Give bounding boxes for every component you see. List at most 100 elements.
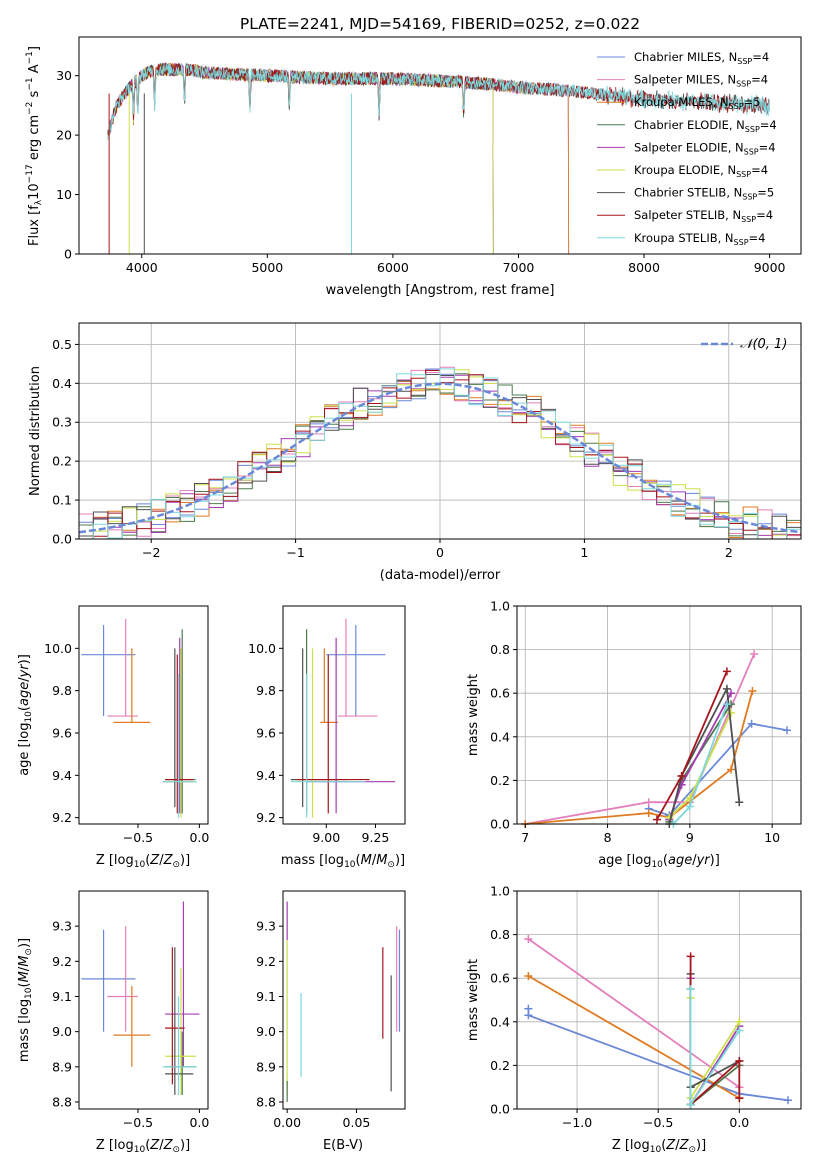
x-tick-label: −0.5 — [643, 1115, 673, 1130]
spectrum-lines — [107, 61, 770, 254]
y-tick-label: 0.2 — [490, 773, 510, 788]
series-point — [735, 798, 744, 807]
y-tick-label: 8.9 — [256, 1059, 276, 1074]
x-tick-label: 4000 — [126, 260, 158, 275]
x-tick-label: 8000 — [628, 260, 660, 275]
residual-histograms — [78, 366, 802, 540]
x-tick-label: 9.00 — [312, 830, 340, 845]
age-vs-mass-frame — [282, 605, 406, 825]
mw-age-xlabel: age [log10(age/yr)] — [598, 853, 720, 870]
y-tick-label: 8.9 — [52, 1059, 72, 1074]
series-point — [748, 687, 757, 696]
y-tick-label: 0.0 — [490, 817, 510, 832]
spectrum-legend: Chabrier MILES, NSSP=4 Salpeter MILES, NS… — [597, 50, 777, 247]
x-tick-label: 0.0 — [189, 830, 209, 845]
series-line — [525, 653, 755, 825]
mass-vs-Z-frame — [78, 890, 209, 1110]
mass-vs-ebv-xlabel: E(B-V) — [323, 1138, 363, 1153]
histogram-chabrier-elodie — [79, 373, 801, 540]
y-tick-label: 9.0 — [52, 1024, 72, 1039]
y-tick-label: 0.4 — [490, 729, 510, 744]
legend-entry: Salpeter ELODIE, NSSP=4 — [634, 140, 776, 156]
x-tick-label: 0.05 — [343, 1115, 371, 1130]
x-tick-label: 10 — [764, 830, 780, 845]
series-point — [735, 1094, 744, 1103]
spectrum-line-salpeter-elodie — [107, 62, 494, 254]
y-tick-label: 0.4 — [490, 1014, 510, 1029]
mw-age-ylabel: mass weight — [466, 674, 481, 756]
mass-vs-ebv-panel: 0.00 0.05 8.8 8.9 9.0 9.1 9.2 9.3 E(B-V) — [256, 890, 406, 1153]
y-tick-label: 10 — [56, 187, 72, 202]
y-tick-label: 0.2 — [490, 1058, 510, 1073]
age-vs-Z-frame — [78, 605, 209, 825]
mw-Z-xlabel: Z [log10(Z/Z⊙)] — [612, 1138, 706, 1155]
legend-entry: Kroupa ELODIE, NSSP=4 — [634, 163, 768, 179]
y-tick-label: 1.0 — [490, 599, 510, 614]
age-vs-Z-xlabel: Z [log10(Z/Z⊙)] — [96, 853, 190, 870]
mw-age-frame — [516, 605, 802, 825]
series-point — [784, 1096, 793, 1105]
y-tick-label: 9.3 — [52, 919, 72, 934]
age-vs-mass-ticks: 9.00 9.25 9.2 9.4 9.6 9.8 10.0 — [248, 641, 389, 845]
y-tick-label: 10.0 — [248, 641, 276, 656]
x-tick-label: 0.00 — [273, 1115, 301, 1130]
y-tick-label: 9.6 — [256, 725, 276, 740]
x-tick-label: 6000 — [377, 260, 409, 275]
y-tick-label: 9.8 — [256, 683, 276, 698]
series-point — [747, 719, 756, 728]
age-vs-Z-panel: −0.5 0.09.29.49.69.810.0 Z [log10(Z/Z⊙)] … — [17, 605, 209, 870]
mass-vs-Z-xlabel: Z [log10(Z/Z⊙)] — [96, 1138, 190, 1155]
normal-legend-label: 𝒩(0, 1) — [740, 337, 787, 352]
y-tick-label: 0 — [64, 247, 72, 262]
y-tick-label: 9.4 — [256, 768, 276, 783]
series-point — [644, 798, 653, 807]
series-point — [735, 1057, 744, 1066]
age-vs-mass-errorbars — [290, 618, 396, 818]
y-tick-label: 9.3 — [256, 919, 276, 934]
series-line — [668, 685, 741, 825]
x-tick-label: 9000 — [754, 260, 786, 275]
legend-entry: Chabrier MILES, NSSP=4 — [634, 50, 769, 66]
spectrum-line-salpeter-miles — [107, 63, 570, 254]
series-point — [722, 684, 731, 693]
y-tick-label: 30 — [56, 68, 72, 83]
series-point — [686, 952, 695, 961]
normal-curve — [78, 382, 802, 534]
x-tick-label: −0.5 — [123, 1115, 153, 1130]
spectrum-line-chabrier-elodie — [107, 61, 494, 254]
y-tick-label: 8.8 — [52, 1094, 72, 1109]
legend-entry: Kroupa STELIB, NSSP=4 — [634, 231, 765, 247]
x-tick-label: 0.0 — [729, 1115, 749, 1130]
mw-age-grid — [517, 605, 801, 825]
y-tick-label: 9.2 — [52, 810, 72, 825]
spectrum-line-chabrier-miles — [107, 63, 570, 254]
mw-age-ticks: 7 8 9 10 0.0 0.2 0.4 0.6 0.8 1.0 — [490, 599, 780, 846]
legend-entry: Salpeter STELIB, NSSP=4 — [634, 208, 773, 224]
series-point — [727, 765, 736, 774]
residual-xlabel: (data-model)/error — [380, 568, 501, 583]
x-tick-label: 5000 — [251, 260, 283, 275]
series-point — [735, 1017, 744, 1026]
y-tick-label: 9.2 — [52, 954, 72, 969]
age-vs-Z-ticks: −0.5 0.0 9.2 9.4 9.6 9.8 10.0 — [44, 641, 209, 845]
series-line — [527, 938, 740, 1088]
series-point — [722, 700, 731, 709]
y-tick-label: 1.0 — [490, 884, 510, 899]
legend-entry: Chabrier ELODIE, NSSP=4 — [634, 118, 777, 134]
mw-Z-grid — [517, 890, 801, 1110]
x-tick-label: −0.5 — [123, 830, 153, 845]
y-tick-label: 0.6 — [490, 971, 510, 986]
legend-entry: Chabrier STELIB, NSSP=5 — [634, 186, 774, 202]
mw-Z-ylabel: mass weight — [466, 959, 481, 1041]
age-vs-mass-panel: 9.00 9.25 9.2 9.4 9.6 9.8 10.0 mass [log10(M/M… — [248, 605, 406, 870]
series-point — [727, 689, 736, 698]
mass-weight-vs-age-panel: 7 8 9 10 0.0 0.2 0.4 0.6 0.8 1.0 age [log10(age/y… — [466, 599, 802, 870]
x-tick-label: 7000 — [503, 260, 535, 275]
y-tick-label: 0.8 — [490, 642, 510, 657]
series-point — [524, 972, 533, 981]
x-tick-label: 9.25 — [362, 830, 390, 845]
spectrum-ticks: 4000 5000 6000 7000 8000 9000 0 10 20 30 — [56, 68, 785, 275]
x-tick-label: 7 — [521, 830, 529, 845]
y-tick-label: 0.0 — [490, 1102, 510, 1117]
